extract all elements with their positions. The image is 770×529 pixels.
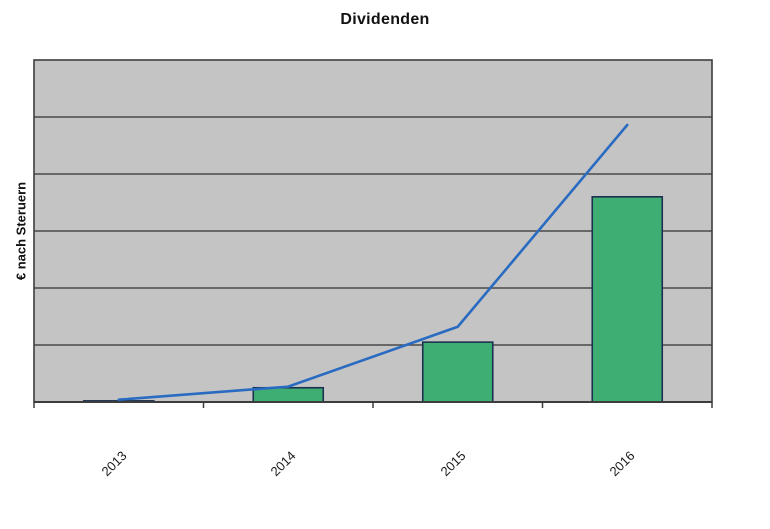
bar-2014 [252, 386, 325, 403]
trend-line [117, 123, 629, 402]
bar-2016 [591, 196, 664, 403]
bar-2015 [421, 341, 494, 403]
chart-title: Dividenden [340, 11, 430, 28]
